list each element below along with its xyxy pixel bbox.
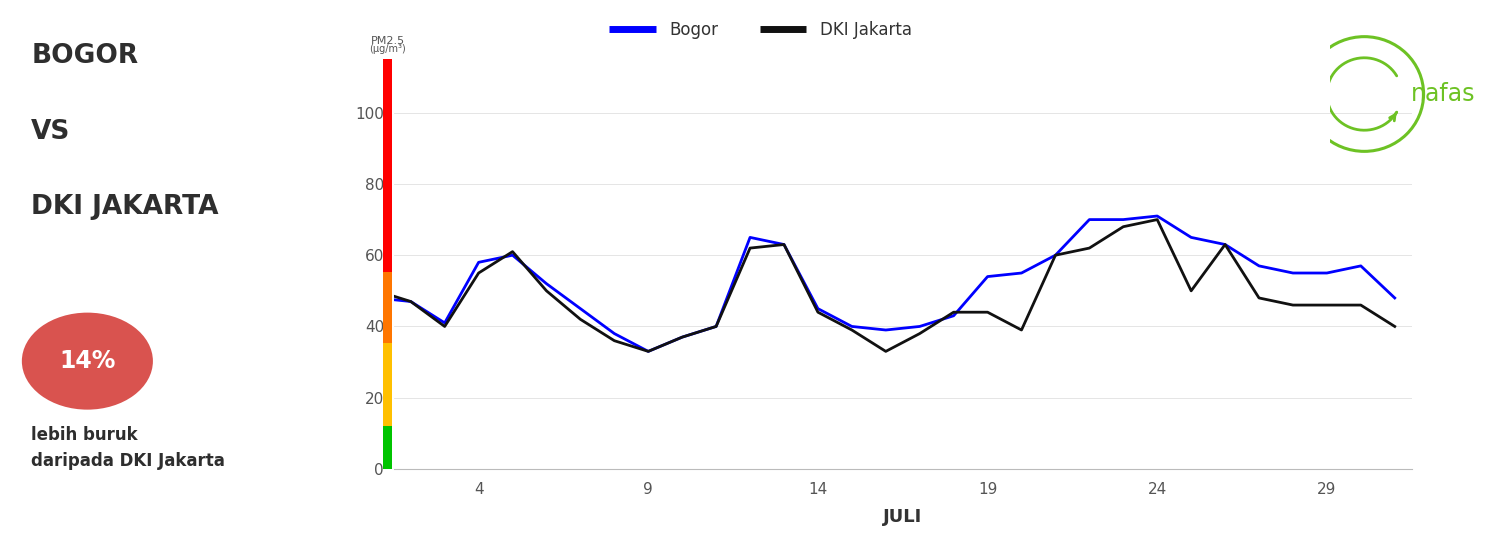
Text: VS: VS — [31, 119, 70, 144]
Ellipse shape — [22, 313, 153, 410]
Text: (μg/m³): (μg/m³) — [370, 44, 406, 54]
Text: nafas: nafas — [1412, 82, 1476, 106]
Text: DKI JAKARTA: DKI JAKARTA — [31, 194, 218, 220]
Bar — [383, 343, 392, 426]
Text: PM2.5: PM2.5 — [372, 36, 404, 46]
Bar — [383, 272, 392, 343]
Text: BOGOR: BOGOR — [31, 43, 138, 69]
X-axis label: JULI: JULI — [883, 508, 923, 526]
Text: 14%: 14% — [59, 349, 116, 373]
Legend: Bogor, DKI Jakarta: Bogor, DKI Jakarta — [602, 15, 918, 46]
Text: lebih buruk
daripada DKI Jakarta: lebih buruk daripada DKI Jakarta — [31, 426, 224, 470]
Bar — [383, 59, 392, 272]
Bar — [383, 426, 392, 469]
